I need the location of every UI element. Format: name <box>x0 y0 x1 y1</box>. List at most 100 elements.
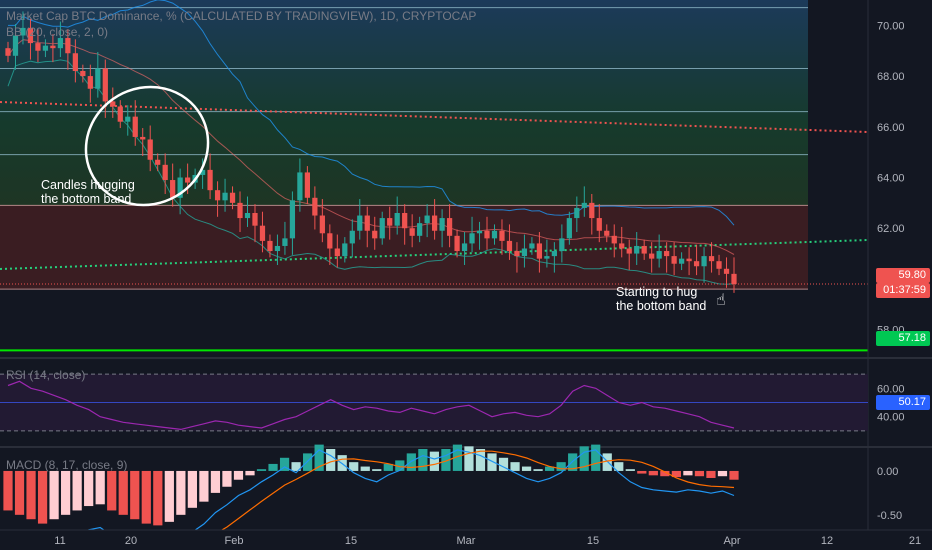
right-annotation-line1: Starting to hug <box>616 285 698 299</box>
bb-upper-line <box>8 0 735 226</box>
time-tick-label: 21 <box>909 535 921 547</box>
candle-body <box>282 238 288 246</box>
candle-body <box>544 256 550 259</box>
macd-hist-bar <box>464 446 474 471</box>
macd-hist-bar <box>614 462 624 471</box>
left-annotation-line1: Candles hugging <box>41 178 135 192</box>
rsi-indicator-label[interactable]: RSI (14, close) <box>6 368 86 382</box>
candle-body <box>170 180 176 198</box>
candle-body <box>589 202 595 219</box>
candle-body <box>686 258 692 262</box>
candle-body <box>701 256 707 267</box>
candle-body <box>559 238 565 252</box>
macd-hist-bar <box>671 470 681 478</box>
candle-body <box>671 256 677 264</box>
candle-body <box>140 136 146 140</box>
macd-hist-bar <box>107 470 117 511</box>
zone-upper <box>0 0 808 206</box>
candle-body <box>214 190 221 201</box>
macd-hist-bar <box>279 457 290 471</box>
candle-body <box>147 139 153 160</box>
macd-hist-bar <box>164 470 174 522</box>
candle-body <box>491 230 498 239</box>
candle-body <box>334 248 340 257</box>
candle-body <box>102 68 108 102</box>
candle-body <box>87 76 93 89</box>
candle-body <box>641 245 647 254</box>
price-tick-label: 62.00 <box>877 223 905 235</box>
macd-tick-label: -0.50 <box>877 510 902 522</box>
time-tick-label: 15 <box>587 535 599 547</box>
candle-body <box>229 192 236 203</box>
left-annotation-line2: the bottom band <box>41 192 132 206</box>
macd-hist-bar <box>706 470 716 478</box>
macd-hist-bar <box>683 470 693 476</box>
macd-hist-bar <box>648 470 658 476</box>
candle-body <box>327 233 333 249</box>
rsi-tick-label: 40.00 <box>877 412 905 424</box>
candle-body <box>708 256 715 262</box>
candle-body <box>611 235 617 244</box>
candle-body <box>499 230 505 241</box>
candle-body <box>529 243 535 249</box>
candle-body <box>35 43 41 51</box>
macd-hist-bar <box>521 466 532 471</box>
candle-body <box>716 261 722 269</box>
candle-body <box>649 253 655 259</box>
macd-hist-bar <box>84 470 94 507</box>
bb-indicator-label[interactable]: BB (20, close, 2, 0) <box>6 25 109 39</box>
candle-body <box>604 230 610 236</box>
macd-tick-label: 0.00 <box>877 466 898 478</box>
candle-body <box>409 228 415 236</box>
candle-body <box>693 261 700 267</box>
macd-hist-bar <box>429 451 439 471</box>
candle-body <box>57 38 64 49</box>
macd-hist-bar <box>199 470 209 502</box>
macd-hist-bar <box>441 449 451 471</box>
macd-hist-bar <box>314 444 324 471</box>
macd-hist-bar <box>14 470 25 515</box>
candle-body <box>252 213 258 226</box>
candle-body <box>664 251 670 257</box>
candle-body <box>289 200 296 239</box>
candle-body <box>379 218 385 239</box>
candle-body <box>574 207 580 219</box>
candle-body <box>95 68 101 89</box>
macd-hist-bar <box>452 444 463 471</box>
candle-body <box>274 245 281 252</box>
macd-hist-bar <box>291 462 301 471</box>
time-tick-label: 12 <box>821 535 833 547</box>
candle-body <box>125 116 131 122</box>
macd-hist-bar <box>372 469 382 471</box>
candle-body <box>678 258 685 264</box>
macd-hist-bar <box>245 470 255 476</box>
support-level-tag: 57.18 <box>876 331 930 346</box>
macd-hist-bar <box>498 457 509 471</box>
macd-hist-bar <box>222 470 232 487</box>
macd-hist-bar <box>637 470 647 474</box>
candle-body <box>514 251 520 257</box>
price-tick-label: 70.00 <box>877 20 905 32</box>
candle-body <box>626 248 632 254</box>
macd-hist-bar <box>187 470 197 508</box>
time-tick-label: 11 <box>54 535 65 547</box>
candle-body <box>566 218 572 239</box>
candle-body <box>723 268 730 274</box>
candle-body <box>65 38 71 54</box>
macd-indicator-label[interactable]: MACD (8, 17, close, 9) <box>6 458 128 472</box>
macd-hist-bar <box>49 470 59 520</box>
candle-body <box>177 177 183 198</box>
candle-body <box>20 27 26 36</box>
candle-body <box>342 243 348 257</box>
candle-body <box>199 169 206 175</box>
macd-hist-bar <box>383 463 393 471</box>
candle-body <box>297 172 303 201</box>
candle-body <box>439 218 445 231</box>
macd-hist-bar <box>729 470 739 480</box>
time-tick-label: Apr <box>723 535 740 547</box>
macd-hist-bar <box>475 449 486 471</box>
time-tick-label: Mar <box>457 535 476 547</box>
macd-hist-bar <box>717 470 728 477</box>
candle-body <box>656 251 662 259</box>
